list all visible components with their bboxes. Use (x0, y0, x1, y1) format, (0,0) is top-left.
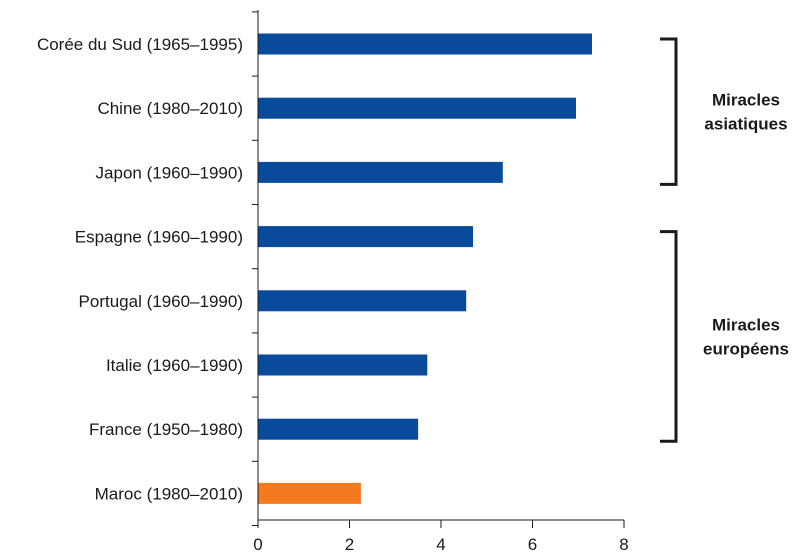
bar-1 (258, 97, 576, 119)
axes-layer: 0 2 4 6 8 (252, 10, 629, 554)
x-tick-label-2: 4 (436, 535, 445, 554)
category-label-7: Maroc (1980–2010) (95, 484, 243, 503)
bar-6 (258, 418, 419, 440)
group-label-1-line-0: Miracles (712, 315, 780, 334)
category-label-5: Italie (1960–1990) (106, 356, 243, 375)
group-bracket-0 (660, 37, 678, 186)
bar-3 (258, 226, 473, 248)
bar-2 (258, 161, 503, 183)
bars-layer (258, 33, 592, 504)
group-label-0-line-1: asiatiques (704, 115, 787, 134)
bar-7 (258, 482, 361, 504)
category-label-2: Japon (1960–1990) (96, 163, 243, 182)
group-brackets: Miracles asiatiques Miracles européens (660, 37, 789, 443)
bar-5 (258, 354, 428, 376)
category-label-4: Portugal (1960–1990) (79, 292, 243, 311)
category-label-6: France (1950–1980) (89, 420, 243, 439)
category-labels: Corée du Sud (1965–1995) Chine (1980–2010… (37, 35, 243, 503)
x-tick-label-4: 8 (619, 535, 628, 554)
category-label-0: Corée du Sud (1965–1995) (37, 35, 243, 54)
category-label-1: Chine (1980–2010) (97, 99, 243, 118)
x-tick-label-0: 0 (253, 535, 262, 554)
category-label-3: Espagne (1960–1990) (75, 228, 243, 247)
group-label-1-line-1: européens (703, 339, 789, 358)
group-bracket-1 (660, 230, 678, 443)
bar-0 (258, 33, 592, 55)
bar-4 (258, 290, 467, 312)
group-label-0-line-0: Miracles (712, 91, 780, 110)
x-tick-label-3: 6 (528, 535, 537, 554)
x-tick-label-1: 2 (345, 535, 354, 554)
